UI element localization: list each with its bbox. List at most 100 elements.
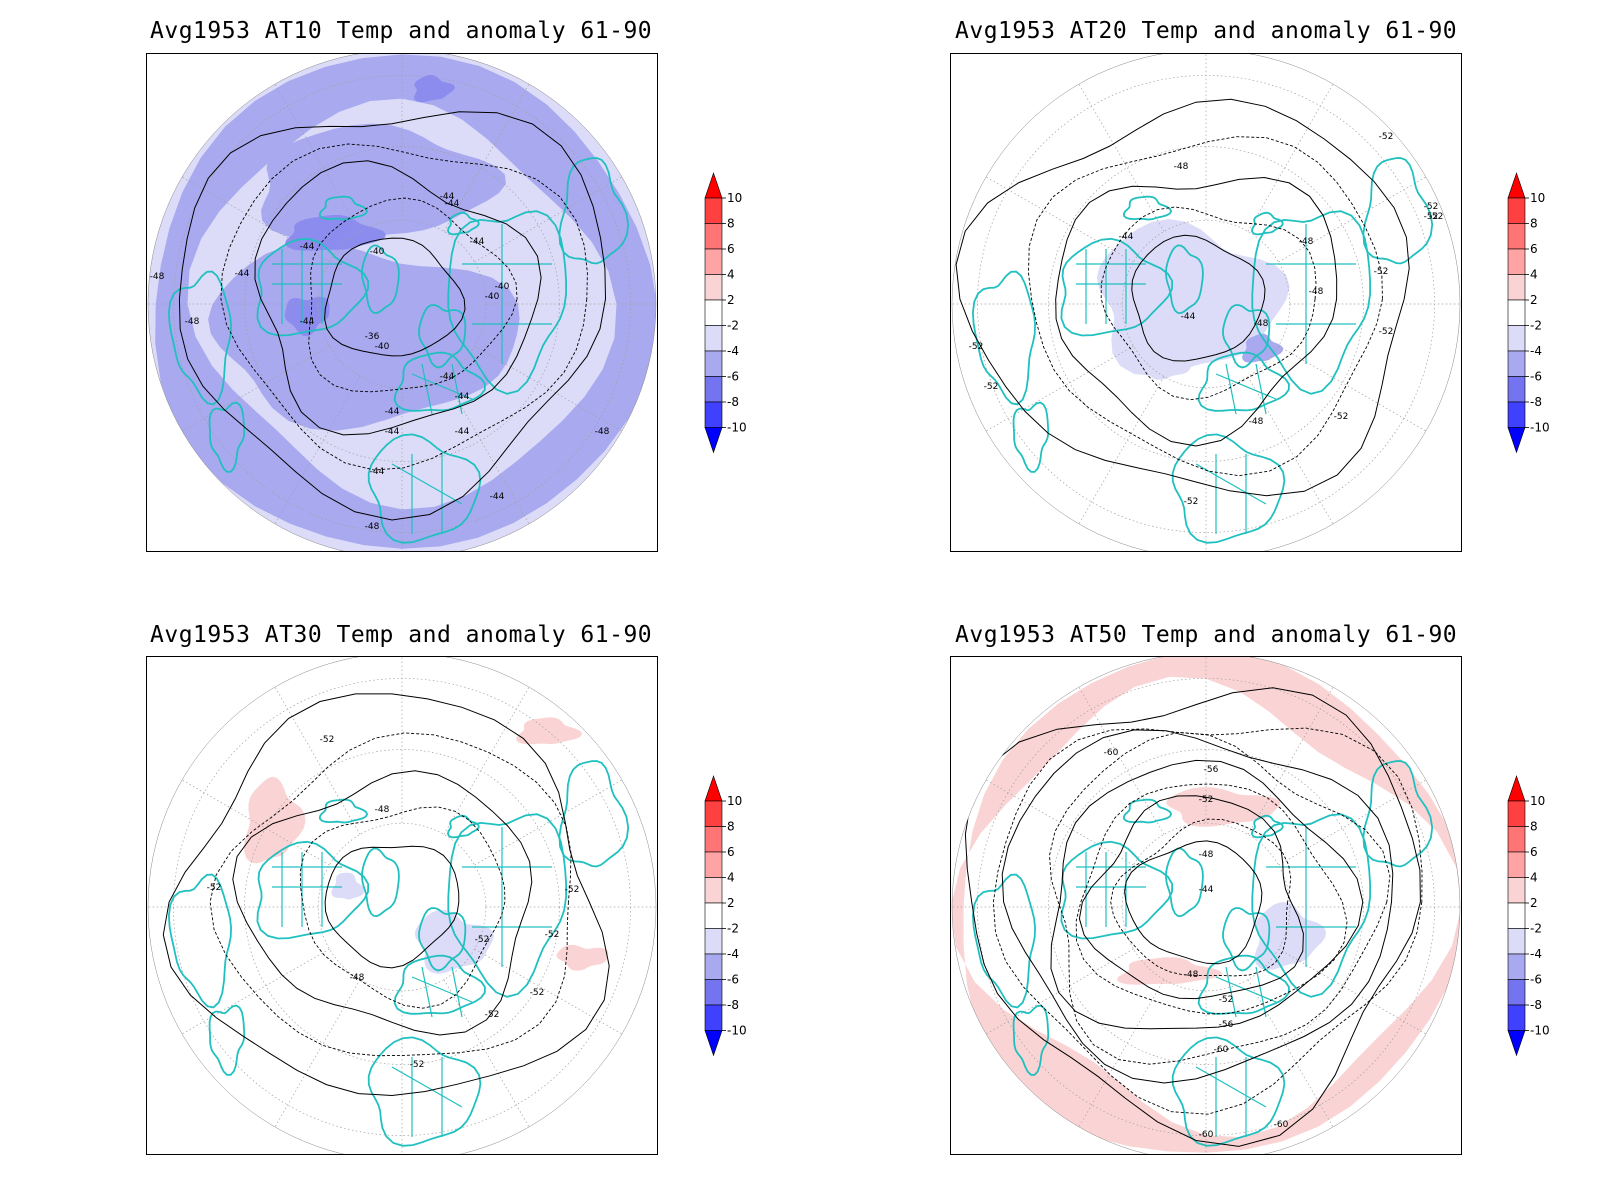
contour-label: -52 <box>1424 212 1439 222</box>
country-border <box>1255 363 1267 415</box>
meridian-line <box>1247 686 1334 835</box>
colorbar-label: -2 <box>1530 922 1542 936</box>
colorbar-segment <box>704 299 723 326</box>
contour-label: -36 <box>365 332 380 342</box>
colorbar-max-triangle <box>704 775 723 802</box>
colorbar-label: 10 <box>1530 794 1545 808</box>
contour-label: -48 <box>185 317 200 327</box>
temperature-contour <box>1100 206 1317 401</box>
contour-label: -56 <box>1204 765 1219 775</box>
country-border <box>421 966 433 1018</box>
colorbar-label: -4 <box>727 344 739 358</box>
meridian-line <box>181 176 330 263</box>
meridian-line <box>1278 176 1427 263</box>
contour-label: -48 <box>1299 237 1314 247</box>
contour-label: -44 <box>490 492 505 502</box>
meridian-line <box>985 345 1134 432</box>
country-border <box>1195 1066 1267 1108</box>
contour-label: -44 <box>455 427 470 437</box>
colorbar-label: 10 <box>727 191 742 205</box>
colorbar-label: 10 <box>1530 191 1545 205</box>
colorbar-label: -6 <box>727 370 739 384</box>
colorbar-label: 6 <box>727 242 735 256</box>
map-edge <box>147 657 657 1154</box>
meridian-line <box>985 948 1134 1035</box>
colorbar-segment <box>704 1004 723 1031</box>
country-border <box>451 966 463 1018</box>
meridian-line <box>1078 686 1165 835</box>
colorbar-segment <box>704 325 723 352</box>
colorbar-label: -6 <box>1530 973 1542 987</box>
contour-label: -44 <box>370 467 385 477</box>
temperature-contour <box>1131 234 1266 362</box>
map-disc: -44-44-44-40-40-44-40-36-40-44-44-44-44-… <box>148 54 656 551</box>
temperature-contour <box>299 806 506 1009</box>
colorbar-segment <box>704 350 723 377</box>
coastline <box>418 304 467 369</box>
map-disc: -52 -48 -52 -52 -52 -48 -52 -52 -52 -52 <box>148 657 656 1154</box>
contour-label: -44 <box>1199 885 1214 895</box>
contour-label: -44 <box>445 199 460 209</box>
meridian-line <box>1278 345 1427 432</box>
latitude-circle <box>1121 219 1291 389</box>
coastline <box>1222 907 1271 972</box>
coastline <box>208 401 246 473</box>
positive-anomaly-region <box>556 944 609 971</box>
temperature-contour <box>324 237 466 357</box>
meridian-line <box>443 376 530 525</box>
temperature-contour <box>220 143 588 471</box>
coastline <box>1171 433 1286 544</box>
colorbar-min-triangle <box>704 1030 723 1057</box>
contour-label: -44 <box>470 237 485 247</box>
colorbar: 10 8 6 4 2 -2 -4 -6 -8 -10 <box>1507 775 1578 1066</box>
contour-label: -52 <box>545 930 560 940</box>
temperature-contour <box>955 98 1410 497</box>
coastline <box>393 351 486 412</box>
colorbar-segment <box>1507 851 1526 878</box>
coastline <box>1165 244 1204 315</box>
map-svg: -60 -56 -52 -48 -44 -48 -52 -56 -60 -60 -60 <box>951 657 1461 1154</box>
colorbar-label: -2 <box>727 922 739 936</box>
colorbar-min-triangle <box>1507 1030 1526 1057</box>
contour-label: -44 <box>1181 312 1196 322</box>
meridian-line <box>1247 376 1334 525</box>
temperature-contour <box>964 687 1421 1147</box>
contour-label: -52 <box>984 382 999 392</box>
colorbar-segment <box>704 953 723 980</box>
negative-anomaly-region <box>414 75 455 103</box>
contour-label: -48 <box>1184 970 1199 980</box>
colorbar-label: 8 <box>727 820 735 834</box>
coastline <box>1251 210 1371 395</box>
coastline <box>393 954 486 1015</box>
coastline <box>361 244 400 315</box>
colorbar-label: -4 <box>727 947 739 961</box>
colorbar-label: 4 <box>1530 871 1538 885</box>
colorbar-segment <box>1507 1004 1526 1031</box>
colorbar-label: -2 <box>727 319 739 333</box>
colorbar-label: 6 <box>1530 242 1538 256</box>
contour-label: -44 <box>440 192 455 202</box>
meridian-line <box>181 779 330 866</box>
colorbar-segment <box>1507 325 1526 352</box>
contour-label: -52 <box>1199 795 1214 805</box>
temperature-contour <box>1124 840 1263 965</box>
colorbar-label: 8 <box>1530 217 1538 231</box>
coastline <box>367 433 482 544</box>
colorbar-segment <box>1507 274 1526 301</box>
coastline <box>167 270 233 406</box>
contour-label: -60 <box>1199 1130 1214 1140</box>
contour-label: -52 <box>1334 412 1349 422</box>
meridian-line <box>985 779 1134 866</box>
contour-label: -52 <box>1374 267 1389 277</box>
colorbar-segment <box>704 979 723 1006</box>
latitude-circle <box>244 146 560 462</box>
contour-label: -44 <box>235 269 250 279</box>
map-svg: -52-48-44-48-52-52-52-48-44-48-52-52-52-… <box>951 54 1461 551</box>
colorbar-segment <box>1507 928 1526 955</box>
colorbar-segment <box>1507 350 1526 377</box>
colorbar-label: -10 <box>1530 421 1550 435</box>
colorbar-max-triangle <box>1507 172 1526 199</box>
colorbar-segment <box>1507 299 1526 326</box>
contour-label: -52 <box>1219 995 1234 1005</box>
contour-label: -40 <box>495 282 510 292</box>
